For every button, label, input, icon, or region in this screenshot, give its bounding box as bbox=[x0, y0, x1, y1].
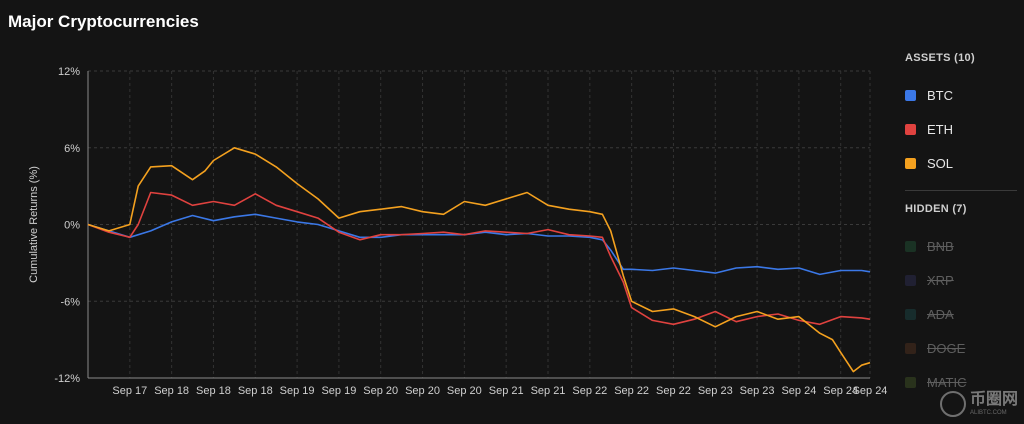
series-line-sol bbox=[87, 147, 871, 373]
legend-item-bnb[interactable]: BNB bbox=[905, 229, 1017, 263]
x-tick-label: Sep 18 bbox=[238, 385, 273, 397]
chart-title: Major Cryptocurrencies bbox=[8, 12, 199, 31]
x-tick-label: Sep 22 bbox=[656, 385, 691, 397]
legend-label: BNB bbox=[927, 238, 954, 254]
line-chart: 12% 6% 0% -6% -12% Sep 17 Sep 18 Sep 18 Sep 18 Se… bbox=[28, 66, 888, 397]
legend-swatch-eth bbox=[905, 123, 916, 135]
legend-item-matic[interactable]: MATIC bbox=[905, 365, 1017, 399]
legend-item-btc[interactable]: BTC bbox=[905, 78, 1017, 112]
x-tick-label: Sep 18 bbox=[154, 385, 189, 397]
legend-label: SOL bbox=[927, 155, 954, 171]
y-tick-label: 12% bbox=[58, 66, 80, 78]
legend-label: MATIC bbox=[927, 374, 967, 390]
legend-item-ada[interactable]: ADA bbox=[905, 297, 1017, 331]
watermark-circle-icon bbox=[939, 391, 966, 417]
legend-label: ETH bbox=[927, 121, 953, 137]
legend-label: BTC bbox=[927, 87, 953, 103]
legend-swatch-bnb bbox=[905, 240, 916, 252]
chart-area: 12% 6% 0% -6% -12% Sep 17 Sep 18 Sep 18 Sep 18 Se… bbox=[28, 66, 888, 397]
x-tick-label: Sep 24 bbox=[853, 385, 888, 397]
y-tick-label: 0% bbox=[64, 220, 80, 232]
hidden-heading: HIDDEN (7) bbox=[905, 203, 967, 215]
watermark-main-text: 币圈网 bbox=[969, 391, 1018, 408]
x-tick-label: Sep 20 bbox=[447, 385, 482, 397]
x-tick-label: Sep 22 bbox=[572, 385, 607, 397]
x-tick-label: Sep 17 bbox=[112, 385, 147, 397]
y-tick-label: -6% bbox=[60, 296, 80, 308]
legend-divider bbox=[905, 190, 1017, 191]
x-tick-label: Sep 19 bbox=[280, 385, 315, 397]
legend-label: ADA bbox=[927, 306, 954, 322]
x-tick-label: Sep 18 bbox=[196, 385, 231, 397]
x-tick-label: Sep 21 bbox=[489, 385, 524, 397]
y-axis-label: Cumulative Returns (%) bbox=[28, 166, 40, 283]
assets-heading: ASSETS (10) bbox=[905, 52, 975, 64]
watermark-logo: 币圈网 ALIBTC.COM bbox=[939, 391, 1018, 417]
assets-list: BTC ETH SOL bbox=[905, 78, 1017, 180]
legend-swatch-matic bbox=[905, 376, 916, 388]
watermark-sub-text: ALIBTC.COM bbox=[969, 410, 1007, 416]
x-tick-label: Sep 24 bbox=[781, 385, 816, 397]
x-tick-label: Sep 23 bbox=[698, 385, 733, 397]
legend-label: XRP bbox=[927, 272, 954, 288]
legend-item-xrp[interactable]: XRP bbox=[905, 263, 1017, 297]
y-tick-label: 6% bbox=[64, 143, 80, 155]
x-tick-label: Sep 24 bbox=[823, 385, 858, 397]
legend-swatch-sol bbox=[905, 157, 916, 169]
legend-swatch-doge bbox=[905, 342, 916, 354]
x-tick-label: Sep 19 bbox=[321, 385, 356, 397]
series-line-btc bbox=[87, 213, 871, 276]
x-tick-label: Sep 22 bbox=[614, 385, 649, 397]
legend-swatch-ada bbox=[905, 308, 916, 320]
legend-label: DOGE bbox=[927, 340, 966, 356]
y-tick-label: -12% bbox=[54, 373, 80, 385]
series-line-eth bbox=[87, 191, 871, 326]
hidden-list: BNB XRP ADA DOGE MATIC bbox=[905, 229, 1017, 399]
x-tick-label: Sep 23 bbox=[740, 385, 775, 397]
x-tick-label: Sep 20 bbox=[363, 385, 398, 397]
legend-item-eth[interactable]: ETH bbox=[905, 112, 1017, 146]
legend-item-sol[interactable]: SOL bbox=[905, 146, 1017, 180]
legend-swatch-btc bbox=[905, 89, 916, 101]
x-tick-label: Sep 20 bbox=[405, 385, 440, 397]
x-tick-label: Sep 21 bbox=[531, 385, 566, 397]
legend-panel: ASSETS (10) BTC ETH SOL HIDDEN (7) BNB XRP A… bbox=[905, 52, 1017, 399]
legend-item-doge[interactable]: DOGE bbox=[905, 331, 1017, 365]
legend-swatch-xrp bbox=[905, 274, 916, 286]
